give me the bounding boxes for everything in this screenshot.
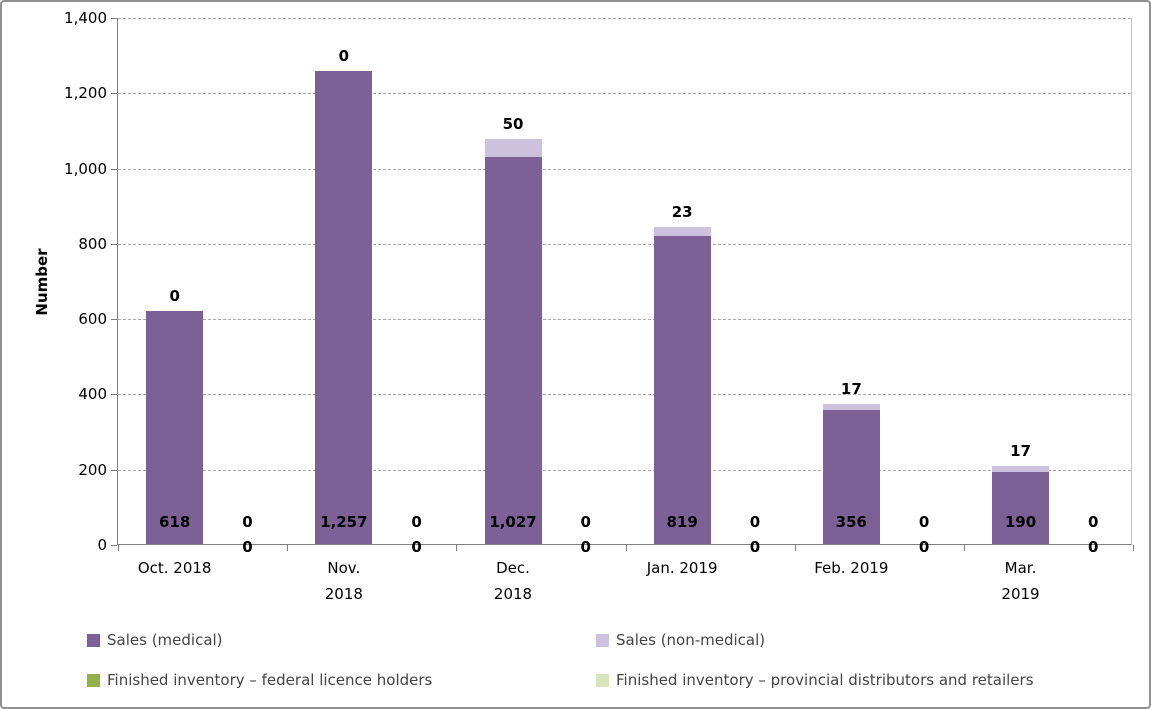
plot-area: 618 0 0 0 Oct. 2018 1,257 0 0 0 Nov. 2018 1,027 50 0…: [117, 18, 1134, 603]
data-label-inventory-federal: 0: [749, 513, 761, 531]
data-label-sales-non-medical: 0: [338, 46, 350, 65]
gridline: [118, 319, 1131, 321]
bar-sales-non-medical: [653, 227, 711, 236]
legend-item-sales-medical: Sales (medical): [87, 631, 223, 649]
bar-sales-medical: [653, 235, 711, 544]
y-tick-label: 0: [97, 536, 107, 554]
data-label-sales-non-medical: 17: [840, 379, 862, 398]
legend-item-sales-non-medical: Sales (non-medical): [596, 631, 765, 649]
x-axis-category-label: Oct. 2018: [137, 559, 212, 577]
x-axis-category-label: Nov. 2018: [324, 559, 363, 603]
legend-label-inventory-federal: Finished inventory – federal licence hol…: [107, 671, 433, 689]
y-axis-title: Number: [33, 248, 51, 316]
data-label-inventory-provincial: 0: [1088, 538, 1099, 556]
data-label-inventory-federal: 0: [411, 513, 422, 531]
legend-swatch-inventory-provincial-icon: [596, 673, 609, 687]
y-tick-label: 1,000: [64, 159, 107, 178]
y-tick-mark: [111, 469, 117, 471]
y-tick-mark: [111, 168, 117, 170]
legend-label-inventory-provincial: Finished inventory – provincial distribu…: [616, 671, 1034, 689]
data-label-sales-medical: 356: [835, 513, 867, 531]
x-axis-category-label: Feb. 2019: [814, 559, 889, 577]
x-tick-mark: [625, 545, 627, 551]
y-tick-label: 400: [78, 385, 107, 404]
x-tick-mark: [287, 545, 289, 551]
data-label-inventory-provincial: 0: [749, 538, 761, 556]
legend-label-sales-non-medical: Sales (non-medical): [616, 631, 766, 649]
y-tick-mark: [111, 545, 117, 546]
data-label-sales-medical: 190: [1004, 513, 1037, 531]
data-label-sales-non-medical: 0: [169, 287, 180, 306]
data-label-inventory-provincial: 0: [580, 538, 591, 556]
x-tick-mark: [456, 545, 458, 551]
gridline: [118, 93, 1131, 95]
y-tick-label: 1,200: [64, 84, 107, 103]
gridline: [118, 394, 1131, 396]
bar-sales-medical: [484, 157, 542, 544]
y-tick-mark: [111, 394, 117, 396]
gridline: [118, 469, 1131, 471]
x-axis-category-label: Jan. 2019: [646, 559, 718, 577]
y-tick-mark: [111, 243, 117, 245]
x-tick-mark: [963, 545, 965, 551]
gridline: [118, 168, 1131, 170]
y-tick-label: 200: [78, 460, 107, 479]
bar-sales-medical: [315, 70, 373, 544]
x-tick-mark: [118, 545, 119, 551]
data-label-inventory-federal: 0: [580, 513, 591, 531]
data-label-inventory-federal: 0: [918, 513, 930, 531]
data-label-inventory-provincial: 0: [242, 538, 253, 556]
bar-sales-non-medical: [822, 403, 880, 410]
data-label-inventory-provincial: 0: [918, 538, 930, 556]
gridline: [118, 18, 1131, 19]
data-label-inventory-federal: 0: [242, 513, 253, 531]
bar-sales-medical: [822, 410, 880, 544]
x-tick-mark: [1133, 545, 1134, 551]
data-label-sales-medical: 1,027: [489, 513, 537, 531]
bar-sales-medical: [146, 311, 204, 544]
bar-sales-medical: [992, 472, 1049, 544]
data-label-inventory-federal: 0: [1088, 513, 1099, 531]
legend-swatch-inventory-federal-icon: [87, 673, 100, 687]
y-tick-label: 1,400: [64, 9, 107, 27]
data-label-sales-medical: 618: [159, 513, 191, 531]
y-tick-label: 600: [78, 310, 107, 329]
bar-sales-non-medical: [992, 466, 1049, 473]
x-axis-category-label: Mar. 2019: [1001, 559, 1040, 603]
data-label-sales-medical: 819: [666, 513, 698, 531]
y-tick-mark: [111, 18, 117, 19]
y-tick-label: 800: [78, 234, 107, 253]
y-tick-mark: [111, 319, 117, 321]
data-label-sales-non-medical: 23: [671, 203, 693, 222]
data-label-sales-medical: 1,257: [320, 513, 368, 531]
gridline: [118, 243, 1131, 245]
data-label-sales-non-medical: 17: [1010, 442, 1031, 461]
legend-item-inventory-federal: Finished inventory – federal licence hol…: [87, 671, 432, 689]
legend-item-inventory-provincial: Finished inventory – provincial distribu…: [596, 671, 1034, 689]
y-tick-mark: [111, 93, 117, 95]
data-label-sales-non-medical: 50: [502, 114, 524, 133]
x-tick-mark: [794, 545, 796, 551]
data-label-inventory-provincial: 0: [411, 538, 422, 556]
bar-sales-non-medical: [484, 138, 542, 158]
x-axis-category-label: Dec. 2018: [493, 559, 533, 603]
legend-swatch-sales-medical-icon: [87, 633, 100, 647]
legend-swatch-sales-non-medical-icon: [596, 633, 609, 647]
legend-label-sales-medical: Sales (medical): [107, 631, 223, 649]
